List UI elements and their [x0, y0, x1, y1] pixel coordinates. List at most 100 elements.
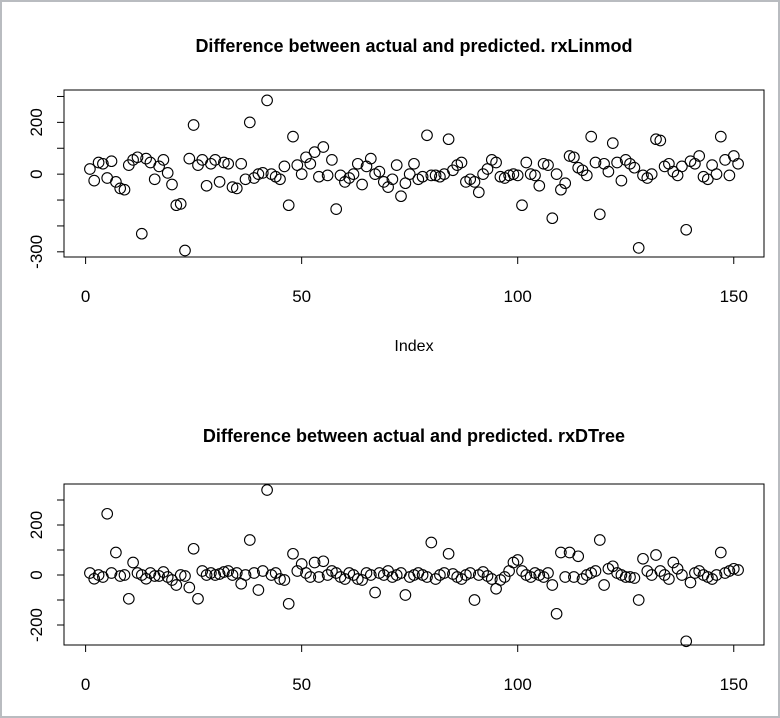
data-point — [274, 173, 286, 186]
data-point — [425, 169, 438, 182]
data-point — [503, 169, 515, 182]
data-point — [421, 571, 433, 583]
data-point — [442, 133, 455, 146]
x-axis-tick-label: 50 — [292, 675, 311, 694]
data-point — [524, 571, 537, 583]
data-point — [468, 176, 481, 188]
data-point — [485, 573, 498, 585]
x-axis-tick-label: 0 — [81, 287, 90, 306]
data-point — [403, 168, 416, 180]
data-point — [230, 567, 243, 579]
data-point — [593, 534, 606, 546]
data-point — [429, 573, 442, 585]
data-point — [196, 565, 209, 577]
data-point — [676, 160, 688, 173]
data-point — [373, 165, 386, 178]
data-point — [714, 130, 727, 143]
data-point — [511, 554, 524, 566]
plot1-xaxis-label: Index — [394, 338, 434, 355]
data-point — [632, 594, 645, 606]
data-point — [714, 546, 727, 559]
data-point — [192, 592, 204, 605]
data-point — [498, 571, 511, 583]
data-point — [356, 574, 368, 586]
data-point — [593, 208, 606, 221]
data-point — [377, 569, 390, 581]
data-point — [135, 227, 148, 240]
data-point — [295, 168, 308, 180]
data-point — [568, 151, 580, 164]
data-point — [88, 572, 101, 585]
data-point — [230, 182, 243, 195]
data-point — [732, 564, 744, 576]
data-point — [624, 157, 636, 170]
data-point — [524, 168, 537, 180]
data-point — [308, 556, 321, 569]
plot1-title: Difference between actual and predicted.… — [195, 36, 633, 56]
data-point — [213, 176, 226, 188]
data-point — [326, 154, 338, 166]
data-point — [114, 570, 127, 582]
data-point — [317, 555, 330, 568]
data-point — [330, 203, 343, 215]
plot-box — [63, 483, 765, 646]
data-point — [321, 569, 334, 581]
data-point — [135, 569, 148, 581]
data-point — [222, 157, 235, 170]
data-point — [153, 160, 165, 173]
data-point — [615, 174, 628, 187]
data-point — [330, 567, 343, 579]
data-point — [313, 571, 325, 583]
data-point — [542, 159, 554, 171]
data-point — [218, 156, 230, 169]
data-point — [442, 547, 455, 560]
data-point — [157, 154, 170, 166]
data-point — [317, 141, 330, 153]
data-point — [287, 547, 299, 560]
data-point — [650, 133, 662, 146]
data-point — [243, 116, 256, 129]
data-point — [92, 156, 105, 169]
data-point — [429, 169, 442, 182]
data-point — [187, 119, 200, 131]
data-point — [559, 571, 572, 583]
data-point — [555, 183, 567, 196]
data-point — [161, 167, 174, 179]
data-point — [710, 569, 723, 581]
data-point — [369, 586, 381, 599]
data-point — [282, 597, 295, 610]
data-point — [602, 165, 615, 178]
data-point — [619, 154, 632, 166]
data-point — [364, 569, 377, 581]
data-point — [546, 579, 559, 591]
data-point — [425, 536, 438, 549]
data-point — [179, 244, 191, 257]
data-point — [390, 159, 403, 171]
data-point — [667, 165, 680, 178]
data-point — [628, 161, 641, 174]
data-point — [516, 199, 528, 212]
data-point — [641, 565, 654, 577]
data-point — [347, 168, 360, 180]
data-point — [710, 168, 723, 180]
data-point — [239, 569, 252, 581]
data-point — [395, 190, 407, 203]
data-point — [170, 199, 183, 212]
data-point — [529, 169, 541, 182]
data-point — [153, 570, 165, 582]
data-point — [468, 594, 481, 606]
y-axis-tick-label: -300 — [27, 235, 46, 269]
data-point — [256, 167, 269, 179]
data-point — [166, 178, 178, 191]
data-point — [455, 156, 468, 169]
data-point — [537, 157, 550, 170]
data-point — [101, 507, 114, 520]
data-point — [282, 199, 295, 212]
data-point — [477, 566, 489, 578]
data-point — [516, 565, 528, 577]
data-point — [122, 592, 135, 605]
data-point — [455, 573, 468, 585]
data-point — [511, 169, 524, 182]
data-point — [650, 549, 662, 561]
data-point — [546, 212, 559, 225]
